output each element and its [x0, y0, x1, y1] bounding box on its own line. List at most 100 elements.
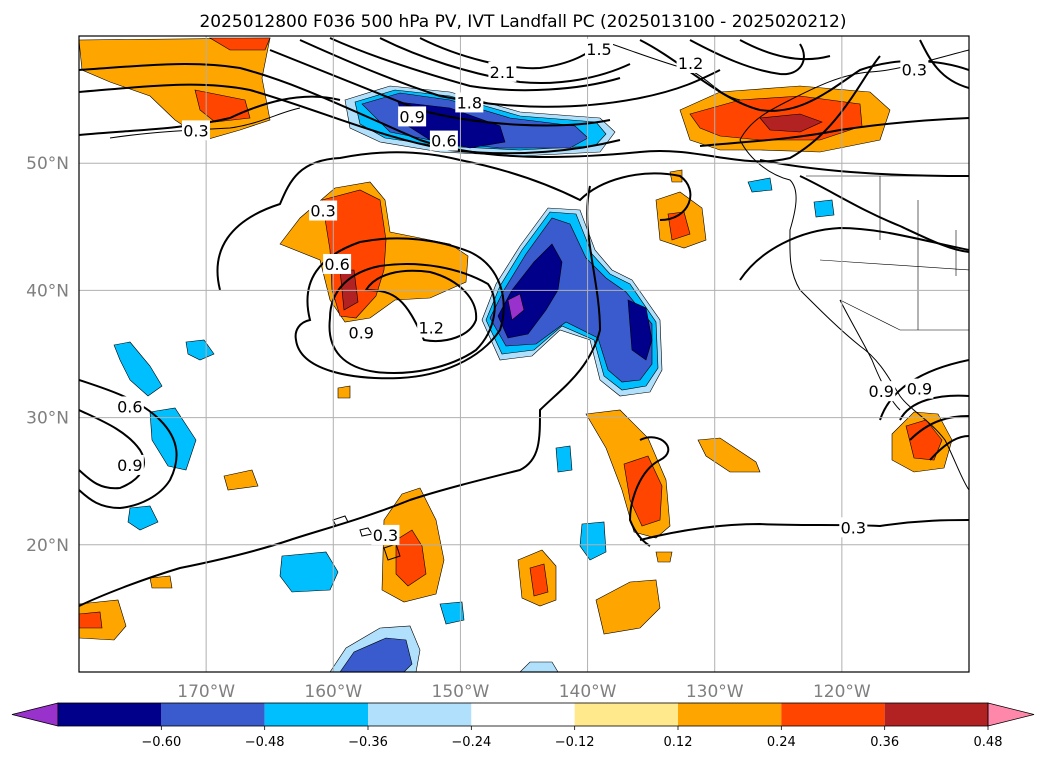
lat-tick-label: 50°N — [26, 154, 69, 174]
colorbar-tick-label: 0.12 — [664, 735, 693, 750]
lon-tick-label: 160°W — [304, 682, 362, 702]
contour-label: 0.3 — [841, 518, 866, 537]
contour-0.6-ring — [294, 237, 505, 380]
contour-label: 1.5 — [586, 40, 611, 59]
shade-w-red-1 — [79, 611, 103, 629]
contour-ak2 — [739, 39, 831, 61]
contour-label: 1.2 — [418, 319, 443, 338]
contour-label: 0.6 — [117, 397, 142, 416]
colorbar: −0.60 −0.48 −0.36 −0.24 −0.12 0.12 0.24 0.36 0.4… — [11, 702, 1035, 750]
contour-label: 0.6 — [324, 255, 349, 274]
contour-label-bg — [867, 381, 896, 402]
colorbar-segment — [161, 703, 265, 726]
contour-label: 0.3 — [902, 60, 927, 79]
contour-label: 0.9 — [869, 382, 894, 401]
shade-cyan-small-2 — [813, 199, 835, 218]
contour-1.8-goa — [379, 37, 631, 85]
contour-label-bg — [839, 517, 868, 538]
contour-label: 1.8 — [457, 93, 482, 112]
lon-tick-label: 150°W — [432, 682, 490, 702]
shade-w-cyan-1 — [113, 341, 163, 397]
shade-w-cyan-2 — [185, 339, 215, 361]
contour-label-bg — [398, 106, 427, 127]
shade-s-blue — [339, 637, 413, 672]
colorbar-tick-label: −0.24 — [451, 735, 491, 750]
lon-tick-label: 170°W — [177, 682, 235, 702]
contour-label-bg — [115, 454, 144, 475]
shade-w-orange-4 — [337, 385, 351, 399]
contour-label-bg — [429, 130, 458, 151]
shade-mex-red — [905, 419, 943, 461]
contour-0.9-ring — [328, 263, 496, 375]
contour-labels: 0.3 0.9 0.6 1.8 2.1 1.5 1.2 0.3 0.3 0.6 0.9 1.2 0.6 0… — [115, 38, 934, 545]
colorbar-tick-label: −0.36 — [348, 735, 388, 750]
shade-sub-navy-2 — [627, 299, 653, 361]
contour-label-bg — [900, 59, 929, 80]
shade-nw-red-2 — [208, 37, 271, 51]
contour-label: 0.9 — [907, 380, 932, 399]
colorbar-outline — [57, 702, 989, 727]
lon-tick-label: 140°W — [559, 682, 617, 702]
contour-mex-2 — [899, 394, 969, 421]
contour-label-bg — [417, 317, 446, 338]
shade-w-orange-1 — [79, 599, 127, 641]
colorbar-segment — [264, 703, 368, 726]
map-panel: 0.3 0.9 0.6 1.8 2.1 1.5 1.2 0.3 0.3 0.6 0.9 1.2 0.6 0… — [79, 36, 969, 672]
colorbar-segment — [58, 703, 162, 726]
coast-na-west — [739, 49, 969, 491]
colorbar-tick-label: 0.48 — [974, 735, 1003, 750]
contour-label: 0.9 — [349, 324, 374, 343]
shade-s-orange-4 — [595, 579, 661, 635]
anomaly-shading — [79, 37, 953, 672]
contour-1.2-ring — [364, 269, 478, 342]
contour-label: 0.6 — [431, 132, 456, 151]
chart-title: 2025012800 F036 500 hPa PV, IVT Landfall… — [199, 12, 846, 32]
contour-label: 0.3 — [183, 121, 208, 140]
contour-label-bg — [455, 92, 484, 113]
shade-s-red-6 — [667, 211, 691, 241]
contour-east-1 — [699, 117, 969, 147]
latitude-tick-labels: 20°N 30°N 40°N 50°N — [26, 154, 69, 556]
shade-s-lightblue-2 — [519, 661, 559, 672]
contour-low-west — [739, 226, 969, 281]
contour-label-bg — [371, 524, 400, 545]
longitude-tick-labels: 170°W 160°W 150°W 140°W 130°W 120°W — [177, 682, 871, 702]
contour-label-bg — [309, 200, 338, 221]
shade-s-red-3 — [529, 563, 549, 597]
contour-east-deep — [799, 175, 969, 253]
contour-0.3-east-b — [628, 436, 670, 547]
contour-label: 0.3 — [310, 202, 335, 221]
shade-w-orange-5 — [655, 551, 673, 563]
contour-0.3-east — [639, 519, 969, 541]
coast-aleutians — [109, 107, 301, 139]
gridlines — [79, 36, 969, 672]
shade-s-red-2 — [623, 455, 663, 527]
lon-tick-label: 130°W — [686, 682, 744, 702]
contour-mex-4 — [929, 435, 969, 461]
lat-tick-label: 40°N — [26, 281, 69, 301]
shade-w-cyan-5 — [279, 551, 339, 593]
colorbar-tick-label: 0.36 — [870, 735, 899, 750]
contour-1.2-goa — [299, 39, 721, 108]
contour-label: 0.9 — [399, 107, 424, 126]
colorbar-segment — [678, 703, 782, 726]
contour-label-bg — [181, 120, 210, 141]
contour-label-bg — [676, 52, 705, 73]
shade-sub-blue — [489, 217, 653, 383]
shade-w-cyan-4 — [127, 505, 159, 531]
shade-w-cyan-7 — [579, 521, 607, 561]
lat-tick-label: 20°N — [26, 536, 69, 556]
contour-0.3-west — [79, 95, 341, 136]
colorbar-tick-label: 0.24 — [767, 735, 796, 750]
contour-label-bg — [585, 38, 614, 59]
colorbar-segment — [781, 703, 885, 726]
shade-w-cyan-8 — [555, 445, 573, 473]
shade-w-orange-2 — [223, 469, 259, 491]
map-frame — [78, 35, 970, 673]
shade-w-cyan-6 — [439, 601, 465, 625]
contour-0.3-north — [79, 55, 881, 163]
contour-label: 2.1 — [490, 63, 515, 82]
colorbar-tick-label: −0.12 — [555, 735, 595, 750]
shade-s-orange-5 — [697, 437, 761, 473]
